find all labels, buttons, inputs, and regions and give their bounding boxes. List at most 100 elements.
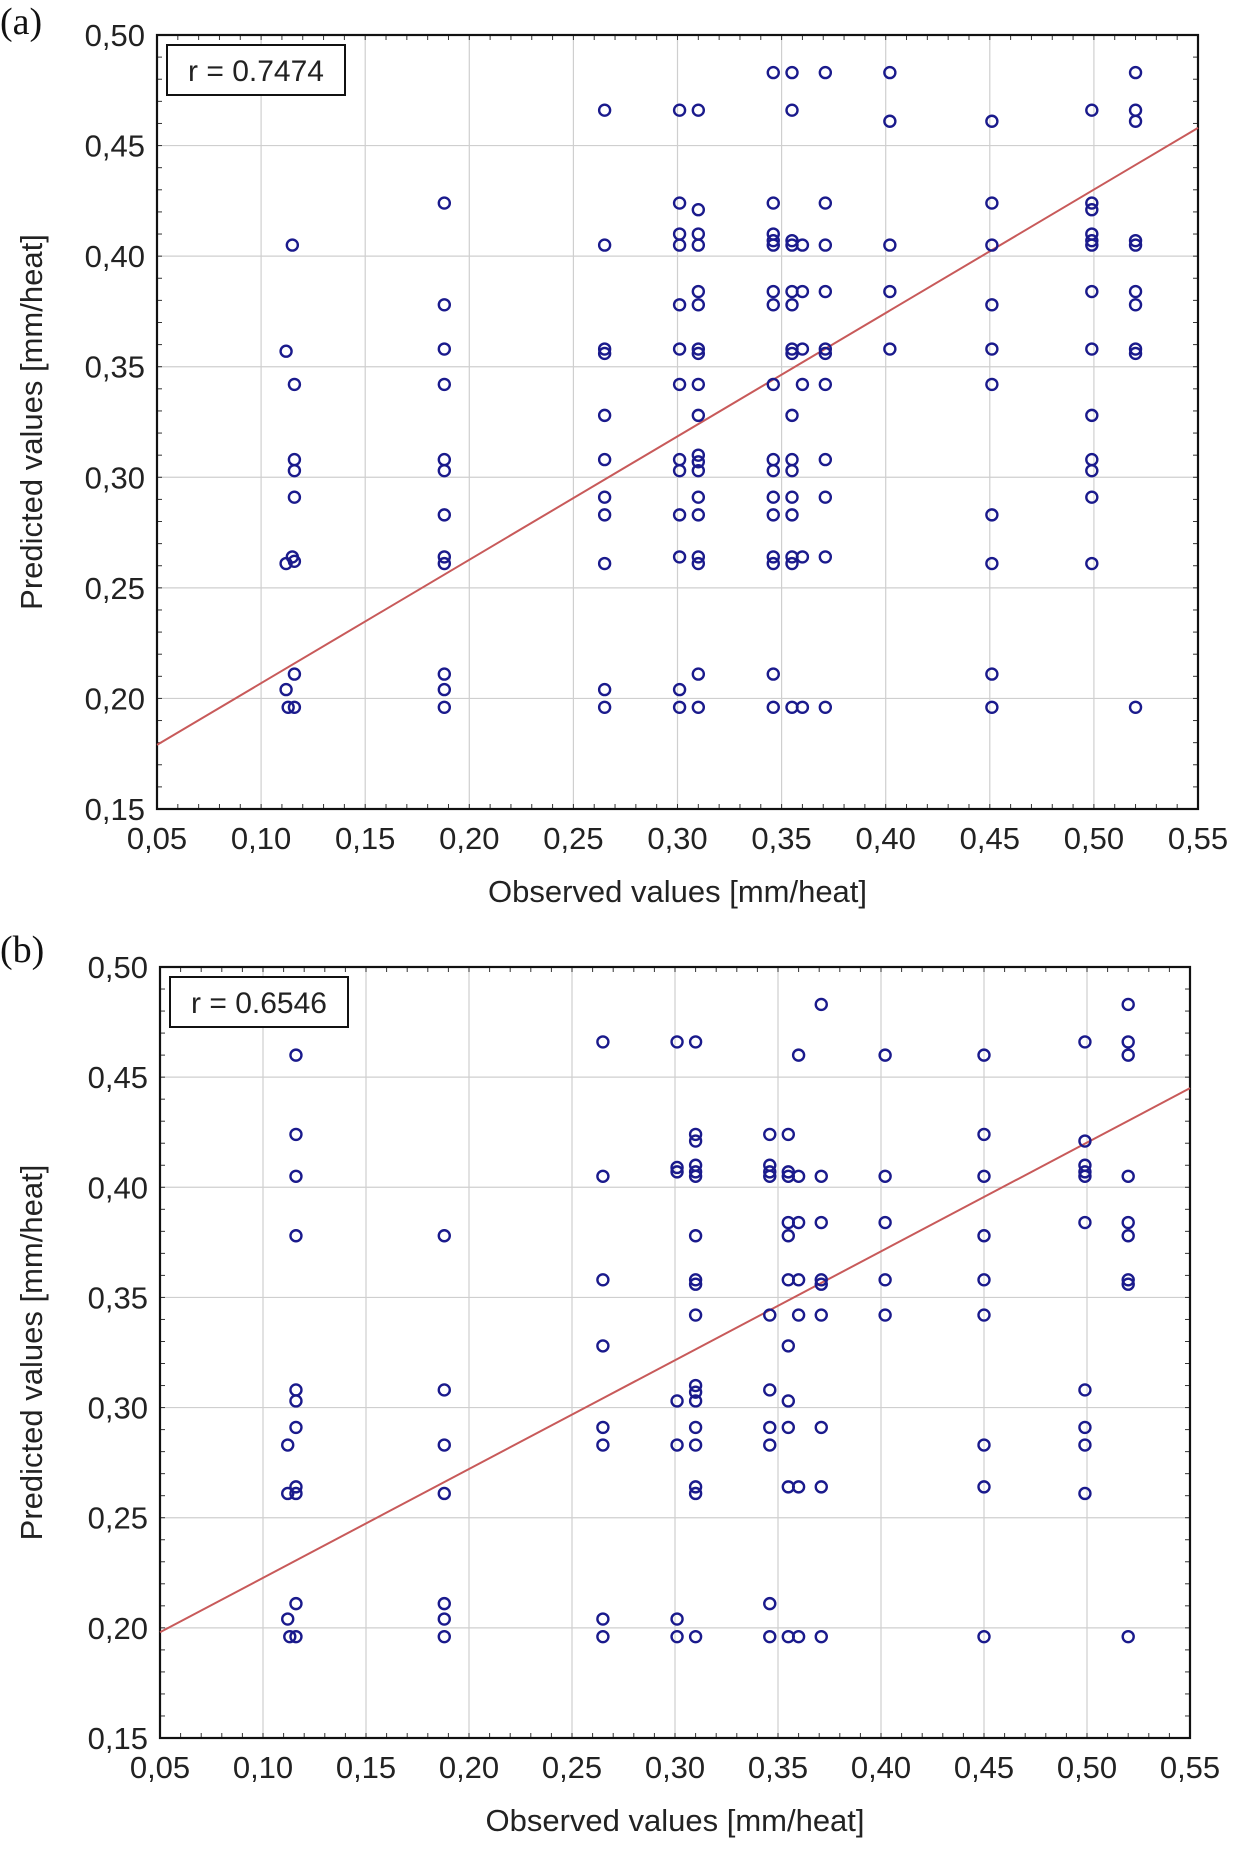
data-point [883, 114, 897, 128]
data-point [883, 342, 897, 356]
data-point [818, 284, 833, 299]
x-tick-label: 0,25 [543, 821, 603, 856]
data-point [691, 238, 706, 252]
y-tick-label: 0,15 [85, 792, 145, 827]
panel-label: (a) [0, 1, 42, 43]
data-point [670, 1438, 684, 1452]
data-point [985, 556, 999, 571]
data-point [985, 114, 999, 128]
data-point [1128, 342, 1143, 356]
data-point [287, 554, 302, 569]
y-tick-label: 0,40 [88, 1170, 148, 1205]
data-point [1121, 1277, 1135, 1291]
data-point [1121, 1048, 1135, 1062]
data-point [691, 203, 706, 217]
x-tick-label: 0,20 [439, 821, 499, 856]
data-point [977, 1480, 991, 1494]
data-point [763, 1629, 777, 1644]
data-point [1078, 1383, 1092, 1397]
data-point [596, 1273, 610, 1287]
gridlines [157, 35, 1198, 809]
data-point [691, 556, 706, 571]
data-point [437, 342, 452, 356]
y-tick-label: 0,45 [88, 1060, 148, 1095]
data-point [1085, 284, 1099, 299]
x-tick-label: 0,05 [130, 1750, 190, 1785]
data-point [883, 65, 897, 80]
data-point [785, 103, 799, 117]
data-point [688, 1035, 703, 1049]
x-tick-label: 0,25 [542, 1750, 602, 1785]
data-point [688, 1486, 703, 1501]
data-point [1128, 346, 1143, 361]
data-point [985, 700, 999, 714]
data-point [597, 238, 612, 252]
data-point [791, 1215, 806, 1230]
data-point [672, 298, 687, 312]
data-point [878, 1308, 892, 1322]
data-point [785, 298, 799, 312]
data-point [791, 1169, 806, 1183]
data-point [1078, 1420, 1092, 1435]
data-point [883, 284, 897, 299]
data-point [977, 1273, 991, 1287]
data-point [818, 377, 833, 392]
data-point [672, 508, 687, 522]
data-point [985, 298, 999, 312]
correlation-annotation: r = 0.6546 [169, 976, 349, 1028]
data-point [691, 508, 706, 522]
data-point [437, 1438, 451, 1452]
x-tick-label: 0,30 [647, 821, 707, 856]
data-point [279, 682, 293, 697]
data-point [977, 1048, 991, 1062]
data-point [437, 1383, 451, 1397]
data-point [1085, 233, 1099, 248]
data-point [688, 1308, 703, 1322]
data-point [766, 490, 780, 504]
data-point [818, 490, 833, 504]
data-point [597, 556, 612, 571]
data-point [766, 238, 780, 252]
data-point [670, 1629, 684, 1644]
data-point [985, 342, 999, 356]
data-point [289, 1169, 303, 1183]
data-point [791, 1273, 806, 1287]
data-point [878, 1169, 892, 1183]
x-tick-label: 0,55 [1168, 821, 1228, 856]
regression-line [156, 127, 1199, 746]
data-point [1078, 1486, 1092, 1501]
data-point [1085, 452, 1099, 467]
chart-panel-a: 0,05 0,10 0,15 0,20 0,25 0,30 0,35 0,40 0,45 0,50… [0, 1, 1228, 909]
x-tick-label: 0,40 [851, 1750, 911, 1785]
data-point [766, 550, 780, 564]
data-point [672, 452, 687, 467]
data-point [289, 1229, 303, 1243]
data-point [672, 103, 687, 117]
annotation-box [169, 976, 349, 1028]
data-point [281, 1438, 295, 1452]
data-point [1078, 1035, 1092, 1049]
data-point [287, 700, 302, 714]
data-point [766, 508, 780, 522]
data-point [672, 682, 687, 697]
data-point [1128, 103, 1143, 117]
data-point [814, 997, 828, 1012]
data-point [688, 1629, 703, 1644]
data-point [1085, 463, 1099, 478]
data-point [1121, 1273, 1135, 1287]
data-point [437, 298, 452, 312]
x-tick-label: 0,50 [1057, 1750, 1117, 1785]
data-point [1128, 284, 1143, 299]
data-point [985, 196, 999, 210]
data-point [672, 227, 687, 241]
data-point [691, 700, 706, 714]
data-point [688, 1165, 703, 1179]
data-point [691, 408, 706, 423]
data-point [1128, 233, 1143, 248]
data-point [818, 452, 833, 467]
correlation-annotation: r = 0.7474 [166, 44, 346, 96]
data-point [688, 1229, 703, 1243]
data-point [691, 463, 706, 478]
data-point [814, 1273, 828, 1287]
data-point [597, 342, 612, 356]
